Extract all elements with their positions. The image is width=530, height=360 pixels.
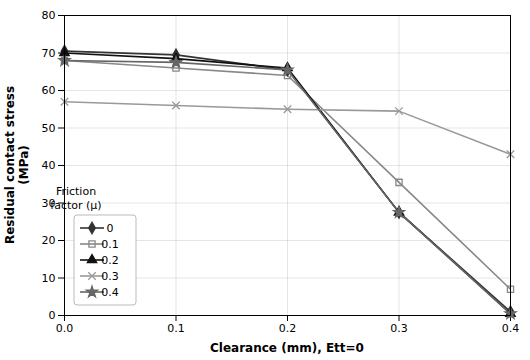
svg-text:0.1: 0.1	[167, 322, 185, 335]
svg-text:10: 10	[42, 272, 56, 285]
svg-text:Residual contact stress(MPa): Residual contact stress(MPa)	[3, 86, 31, 244]
svg-text:0: 0	[49, 309, 56, 322]
svg-text:50: 50	[42, 122, 56, 135]
svg-text:40: 40	[42, 159, 56, 172]
svg-text:80: 80	[42, 9, 56, 22]
svg-text:0.3: 0.3	[390, 322, 408, 335]
svg-text:0.3: 0.3	[101, 270, 119, 283]
svg-text:20: 20	[42, 234, 56, 247]
svg-text:0.2: 0.2	[101, 254, 119, 267]
svg-text:0.0: 0.0	[56, 322, 74, 335]
svg-text:Clearance (mm), Ett=0: Clearance (mm), Ett=0	[210, 341, 364, 355]
svg-text:Friction: Friction	[56, 185, 96, 198]
svg-text:70: 70	[42, 47, 56, 60]
svg-text:60: 60	[42, 84, 56, 97]
svg-text:0.4: 0.4	[502, 322, 520, 335]
svg-text:0.2: 0.2	[279, 322, 297, 335]
svg-text:0: 0	[107, 222, 114, 235]
svg-text:0.1: 0.1	[101, 238, 119, 251]
svg-text:30: 30	[41, 196, 56, 210]
svg-text:factor (μ): factor (μ)	[50, 199, 101, 212]
svg-text:0.4: 0.4	[101, 286, 119, 299]
